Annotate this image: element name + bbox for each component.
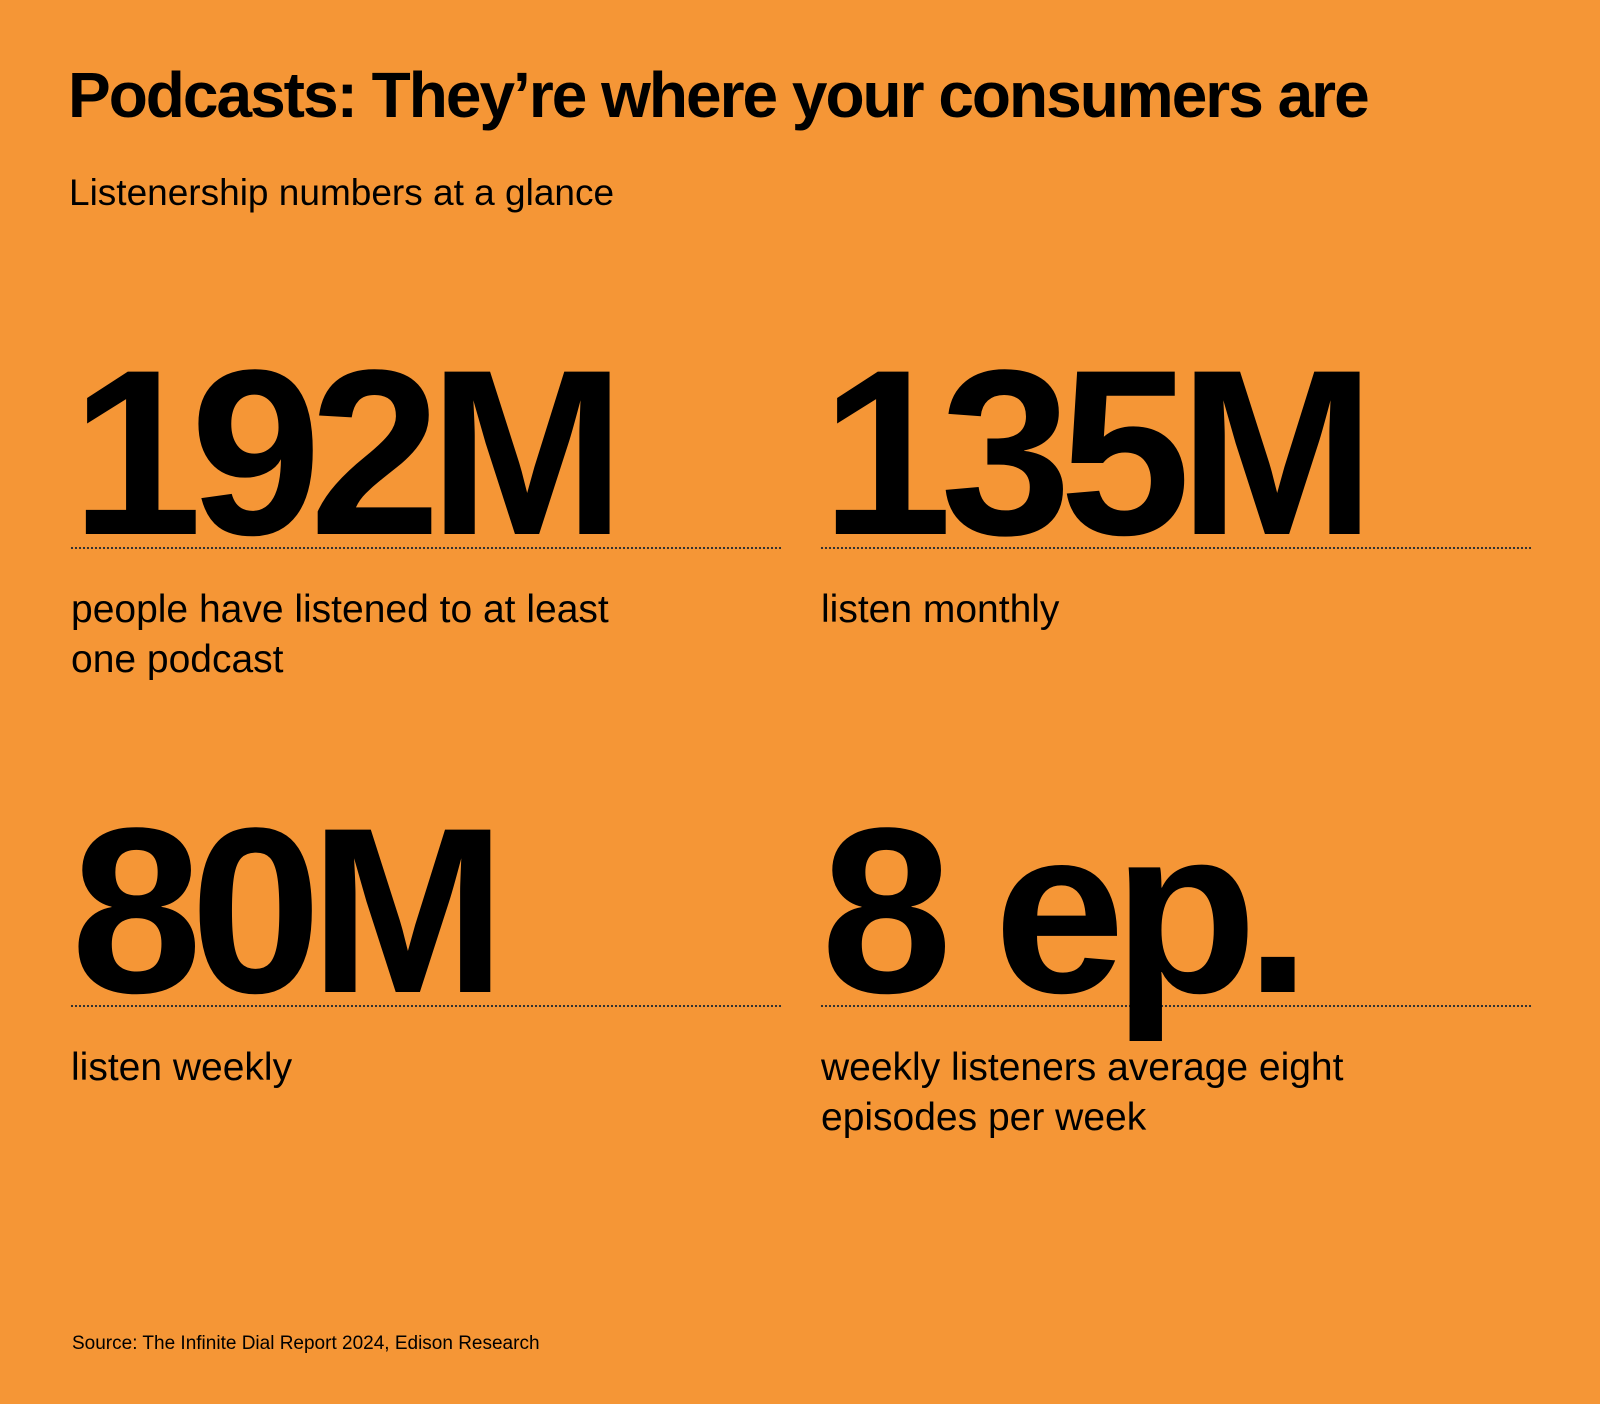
divider — [821, 1005, 1531, 1007]
stat: 135M listen monthly — [821, 335, 1531, 635]
stat-value: 8 ep. — [821, 779, 1311, 1043]
stat-description: listen weekly — [71, 1046, 293, 1089]
stat: 80M listen weekly — [71, 793, 781, 1093]
subtitle: Listenership numbers at a glance — [69, 172, 615, 213]
stat-value: 192M — [71, 321, 625, 585]
stat-value: 135M — [821, 321, 1375, 585]
stat: 8 ep. weekly listeners average eight epi… — [821, 793, 1531, 1143]
source: Source: The Infinite Dial Report 2024, E… — [72, 1333, 540, 1354]
stat-description: people have listened to at least one pod… — [71, 588, 609, 681]
title: Podcasts: They’re where your consumers a… — [68, 59, 1370, 131]
divider — [821, 547, 1531, 549]
stat: 192M people have listened to at least on… — [71, 335, 781, 685]
stat-description: weekly listeners average eight episodes … — [821, 1046, 1344, 1139]
stat-description: listen monthly — [821, 588, 1060, 631]
stat-value: 80M — [71, 779, 506, 1043]
divider — [71, 1005, 781, 1007]
divider — [71, 547, 781, 549]
